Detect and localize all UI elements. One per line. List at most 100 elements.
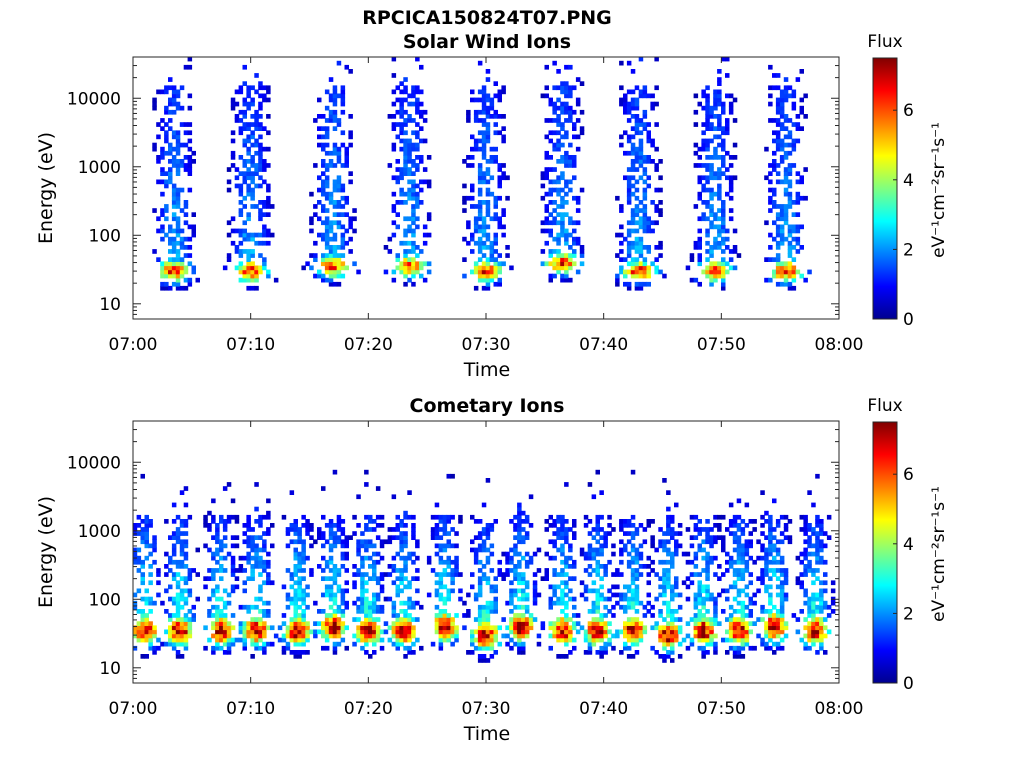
flux-cell — [399, 637, 404, 643]
flux-cell — [442, 609, 448, 614]
flux-cell — [211, 498, 216, 504]
flux-cell — [701, 216, 706, 222]
flux-cell — [556, 146, 561, 152]
flux-cell — [552, 249, 557, 254]
flux-cell — [152, 539, 157, 545]
flux-cell — [713, 236, 718, 242]
flux-cell — [697, 547, 702, 553]
flux-cell — [442, 613, 448, 618]
flux-cell — [509, 600, 514, 606]
flux-cell — [179, 523, 185, 528]
flux-cell — [740, 559, 746, 565]
flux-cell — [372, 641, 377, 647]
flux-cell — [736, 514, 742, 520]
flux-cell — [211, 650, 216, 655]
flux-cell — [258, 564, 263, 569]
flux-cell — [407, 159, 412, 164]
flux-cell — [485, 126, 491, 131]
flux-cell — [560, 588, 565, 594]
flux-cell — [568, 187, 573, 193]
flux-cell — [262, 645, 267, 651]
flux-cell — [709, 629, 714, 635]
flux-cell — [301, 609, 306, 614]
flux-cell — [513, 543, 518, 549]
flux-cell — [493, 269, 498, 275]
flux-cell — [744, 604, 750, 610]
flux-cell — [552, 101, 557, 107]
flux-cell — [697, 625, 702, 631]
flux-cell — [811, 637, 816, 643]
flux-cell — [226, 633, 232, 639]
flux-cell — [473, 596, 479, 602]
flux-cell — [623, 629, 628, 635]
flux-cell — [560, 527, 565, 532]
flux-cell — [728, 645, 734, 651]
flux-cell — [725, 130, 730, 136]
flux-cell — [560, 187, 565, 193]
flux-cell — [611, 633, 616, 639]
flux-cell — [297, 588, 302, 594]
flux-cell — [450, 568, 455, 573]
flux-cell — [803, 277, 808, 283]
flux-cell — [477, 146, 483, 152]
flux-cell — [411, 604, 416, 610]
flux-cell — [340, 97, 346, 103]
flux-cell — [717, 621, 722, 626]
flux-cell — [215, 637, 220, 643]
flux-cell — [560, 547, 565, 553]
flux-cell — [332, 93, 338, 99]
flux-cell — [583, 588, 589, 594]
flux-cell — [262, 650, 267, 655]
flux-cell — [446, 531, 451, 536]
flux-cell — [270, 543, 275, 549]
flux-cell — [815, 514, 820, 520]
flux-cell — [603, 572, 608, 577]
flux-cell — [411, 159, 416, 164]
flux-cell — [266, 212, 271, 217]
flux-cell — [246, 232, 251, 238]
flux-cell — [775, 576, 781, 581]
flux-cell — [266, 625, 271, 631]
flux-cell — [415, 637, 420, 643]
flux-cell — [626, 285, 632, 291]
flux-cell — [764, 568, 769, 573]
flux-cell — [705, 155, 710, 160]
flux-cell — [321, 277, 326, 283]
flux-cell — [332, 97, 338, 103]
flux-cell — [297, 592, 302, 598]
flux-cell — [395, 85, 400, 91]
flux-cell — [674, 633, 679, 639]
flux-cell — [144, 527, 149, 532]
flux-cell — [450, 641, 455, 647]
flux-cell — [560, 232, 565, 238]
flux-cell — [709, 224, 714, 230]
flux-cell — [772, 191, 777, 197]
flux-cell — [509, 580, 514, 586]
flux-cell — [242, 228, 247, 234]
flux-cell — [807, 645, 812, 651]
flux-cell — [179, 592, 185, 598]
flux-cell — [721, 543, 726, 549]
flux-cell — [407, 604, 412, 610]
flux-cell — [171, 159, 177, 164]
flux-cell — [207, 568, 212, 573]
flux-cell — [732, 645, 738, 651]
solar-wind-ylabel: Energy (eV) — [35, 132, 57, 244]
flux-cell — [697, 253, 702, 258]
flux-cell — [485, 179, 491, 185]
flux-cell — [297, 559, 302, 565]
flux-cell — [564, 261, 569, 267]
flux-cell — [136, 547, 142, 553]
flux-cell — [544, 568, 549, 573]
flux-cell — [811, 572, 816, 577]
flux-cell — [207, 613, 212, 618]
flux-cell — [171, 625, 177, 631]
flux-cell — [321, 159, 326, 164]
flux-cell — [481, 547, 487, 553]
flux-cell — [446, 572, 451, 577]
flux-cell — [544, 118, 549, 123]
flux-cell — [336, 146, 342, 152]
flux-cell — [666, 637, 671, 643]
flux-cell — [697, 245, 702, 250]
flux-cell — [234, 535, 240, 540]
